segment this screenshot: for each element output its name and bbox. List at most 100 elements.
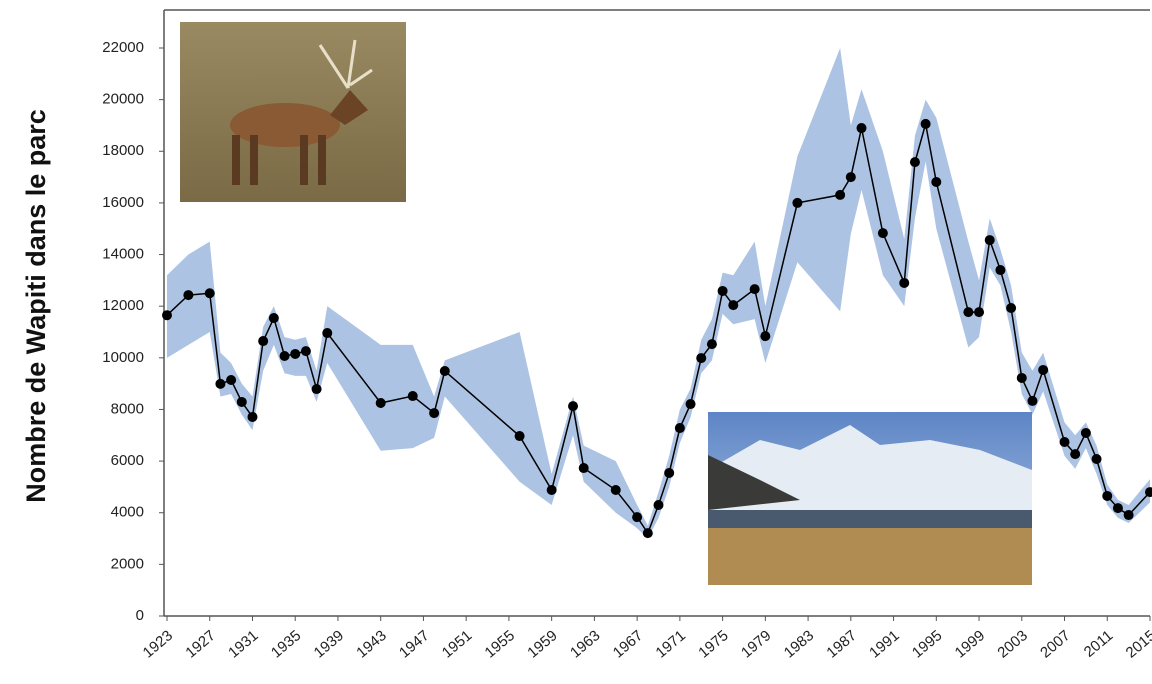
point [642,528,653,539]
y-tick-label: 2000 [111,555,144,572]
point [162,310,172,321]
point [706,339,717,350]
point [728,300,739,311]
point [974,307,985,318]
x-tick-label: 1971 [652,627,688,661]
y-tick-label: 10000 [102,349,144,366]
x-tick-label: 2003 [994,627,1030,661]
x-tick-label: 1931 [225,627,261,661]
point [984,235,995,246]
point [610,485,621,496]
point [685,399,696,410]
plot-area [162,48,1152,539]
point [568,401,579,412]
x-tick-label: 1967 [610,627,646,661]
elk-photo [180,22,406,202]
point [1070,449,1081,460]
x-tick-label: 1959 [524,627,560,661]
y-tick-label: 14000 [102,246,144,263]
point [1016,372,1027,383]
point [1006,302,1017,313]
point [258,336,269,347]
point [760,331,771,342]
point [1091,454,1102,465]
x-tick-label: 1927 [182,627,218,661]
y-tick-label: 6000 [111,452,144,469]
x-tick-label: 1939 [311,627,347,661]
x-tick-label: 1975 [695,627,731,661]
point [1038,364,1049,375]
x-tick-label: 1987 [823,627,859,661]
point [632,512,643,523]
x-tick-label: 1923 [140,627,176,661]
point [439,365,450,376]
point [877,228,888,239]
point [1112,503,1123,514]
point [963,307,974,318]
point [664,467,675,478]
x-tick-label: 1983 [781,627,817,661]
point [1102,490,1113,501]
point [226,375,237,386]
x-tick-label: 1991 [866,627,902,661]
point [1145,487,1152,498]
point [792,197,803,208]
point [514,431,525,442]
point [931,176,942,187]
y-tick-label: 4000 [111,504,144,521]
x-tick-label: 1995 [909,627,945,661]
point [268,313,279,324]
point [279,351,290,362]
y-tick-label: 16000 [102,194,144,211]
point [909,157,920,168]
y-axis-label: Nombre de Wapiti dans le parc [21,109,51,503]
x-tick-label: 1943 [353,627,389,661]
point [407,391,418,402]
x-tick-label: 2015 [1123,627,1152,661]
confidence-band [167,48,1150,539]
x-tick-label: 1951 [439,627,475,661]
point [995,265,1006,276]
point [920,118,931,129]
y-tick-label: 12000 [102,297,144,314]
x-tick-label: 1947 [396,627,432,661]
point [696,353,707,364]
x-tick-label: 1935 [268,627,304,661]
y-tick-label: 0 [136,607,144,624]
point [183,290,194,301]
y-tick-label: 18000 [102,142,144,159]
point [835,189,846,200]
point [674,423,685,434]
landscape-photo [708,412,1032,585]
point [749,284,760,295]
point [300,346,311,357]
point [236,396,247,407]
point [204,288,215,299]
point [375,398,386,408]
point [429,408,440,419]
x-tick-label: 1999 [952,627,988,661]
y-tick-label: 8000 [111,400,144,417]
point [1059,436,1070,447]
y-tick-label: 20000 [102,91,144,108]
point [1123,510,1134,521]
x-tick-label: 1955 [482,627,518,661]
point [717,285,728,296]
point [578,463,589,474]
point [322,328,333,339]
point [653,499,664,510]
point [546,485,557,496]
point [856,123,867,134]
y-tick-label: 22000 [102,39,144,56]
x-tick-label: 2007 [1037,627,1073,661]
point [899,277,910,288]
point [215,378,226,389]
x-tick-label: 2011 [1081,627,1117,661]
point [311,384,322,395]
point [1080,427,1091,438]
point [1027,395,1038,406]
point [247,411,258,422]
x-tick-label: 1963 [567,627,603,661]
